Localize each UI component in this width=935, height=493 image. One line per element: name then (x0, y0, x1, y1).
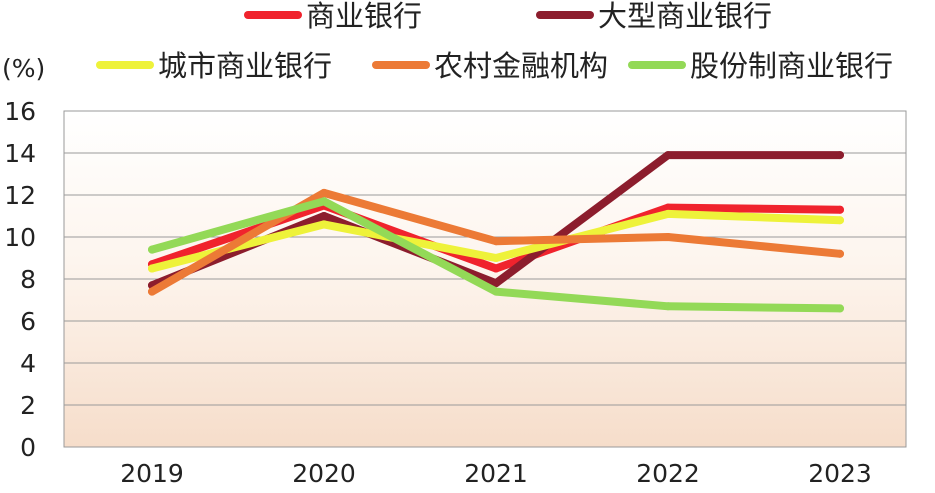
data-point (320, 197, 328, 206)
data-point (492, 254, 500, 262)
data-point (836, 216, 844, 225)
data-point (320, 212, 328, 220)
data-point (664, 203, 672, 212)
data-point (836, 205, 844, 214)
data-point (320, 220, 328, 229)
x-tick-label: 2021 (464, 459, 528, 488)
legend-item: 大型商业银行 (536, 0, 772, 33)
legend-label: 股份制商业银行 (690, 49, 893, 83)
y-axis: 0 2 4 6 8 10 12 14 16 (4, 97, 36, 462)
series-3 (148, 209, 844, 273)
data-point (664, 233, 672, 241)
data-point (148, 264, 156, 273)
y-tick-label: 16 (4, 97, 36, 126)
x-tick-label: 2019 (120, 459, 184, 488)
y-tick-label: 14 (4, 139, 36, 168)
legend-label: 农村金融机构 (434, 49, 608, 83)
legend-item: 股份制商业银行 (628, 49, 893, 83)
x-tick-label: 2023 (808, 459, 872, 488)
data-point (664, 302, 672, 311)
legend-label: 城市商业银行 (158, 49, 332, 83)
data-point (492, 264, 500, 273)
y-tick-label: 6 (20, 307, 36, 336)
data-point (148, 245, 156, 254)
y-tick-label: 10 (4, 223, 36, 252)
data-point (148, 287, 156, 296)
legend-item: 城市商业银行 (96, 49, 332, 83)
legend-item: 农村金融机构 (372, 49, 608, 83)
data-point (492, 287, 500, 296)
data-point (492, 279, 500, 288)
legend-label: 商业银行 (306, 0, 422, 33)
legend-item: 商业银行 (244, 0, 422, 33)
data-point (664, 151, 672, 160)
y-tick-label: 4 (20, 349, 36, 378)
x-tick-label: 2020 (292, 459, 356, 488)
data-point (836, 151, 844, 160)
y-tick-label: 0 (20, 433, 36, 462)
series-4 (148, 188, 844, 296)
data-point (836, 304, 844, 313)
data-point (492, 237, 500, 246)
y-tick-label: 8 (20, 265, 36, 294)
y-tick-label: 12 (4, 181, 36, 210)
x-tick-label: 2022 (636, 459, 700, 488)
data-point (320, 188, 328, 197)
y-unit-label: (%) (2, 54, 45, 83)
series-lines (148, 151, 844, 313)
data-point (836, 249, 844, 258)
y-tick-label: 2 (20, 391, 36, 420)
x-axis: 2019 2020 2021 2022 2023 (120, 459, 872, 488)
data-point (664, 209, 672, 218)
series-5 (148, 197, 844, 313)
legend-label: 大型商业银行 (598, 0, 772, 33)
